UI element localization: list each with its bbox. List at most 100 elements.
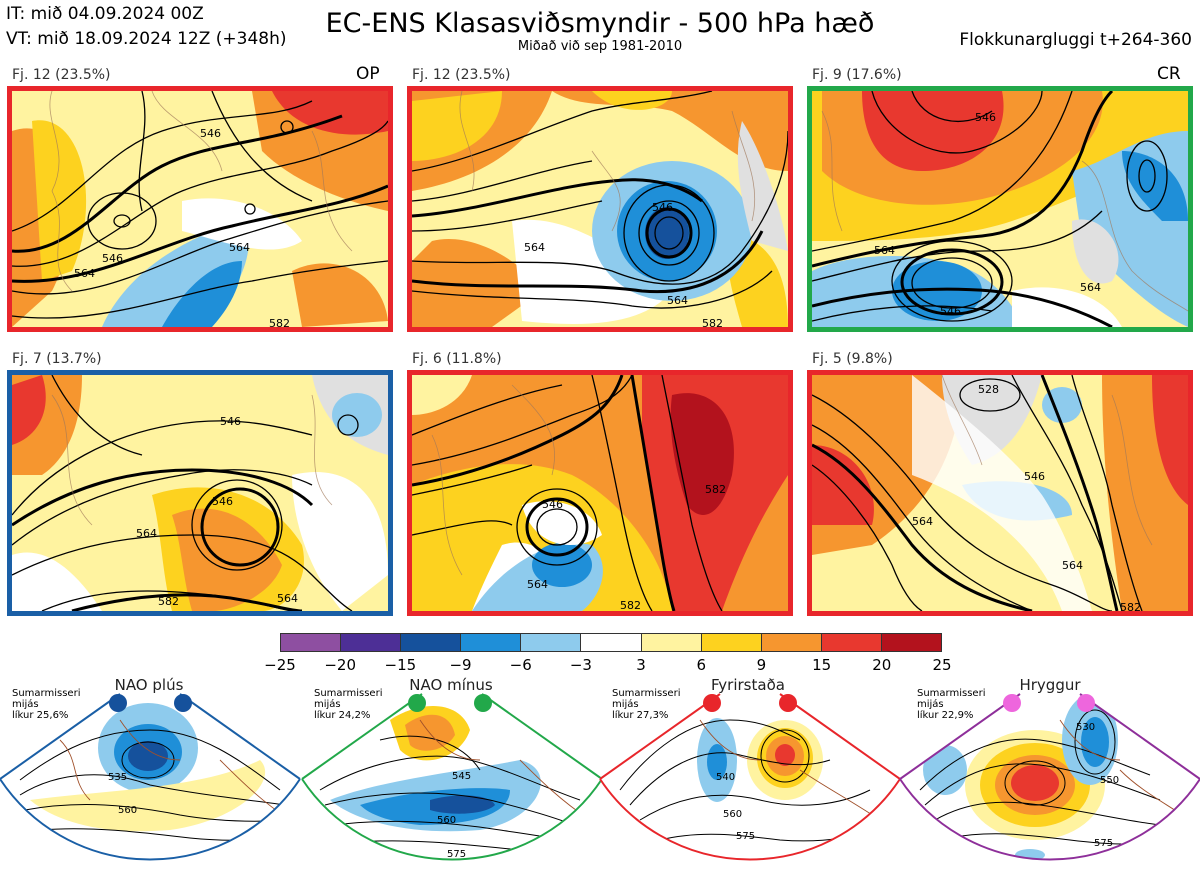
colorbar-swatch xyxy=(640,634,701,651)
panel-2-contour-label: 564 xyxy=(667,294,688,307)
regime-1-climatology: Sumarmisseri mijás líkur 25,6% xyxy=(12,688,80,721)
clim-line: mijás xyxy=(917,699,944,710)
panel-4-contour-label: 564 xyxy=(136,527,157,540)
colorbar-tick-label: 25 xyxy=(932,656,952,674)
panel-5-contour-label: 582 xyxy=(705,483,726,496)
panel-3-contour-label: 564 xyxy=(1080,281,1101,294)
colorbar-swatch xyxy=(820,634,881,651)
regime-3-contour-label: 540 xyxy=(716,772,735,783)
page-subtitle: Miðað við sep 1981-2010 xyxy=(517,39,683,54)
panel-5-contour-label: 564 xyxy=(527,578,548,591)
colorbar-swatch xyxy=(340,634,401,651)
colorbar-tick-label: −9 xyxy=(449,656,472,674)
panel-6-contour-label: 546 xyxy=(1024,470,1045,483)
regime-1-contour-label: 535 xyxy=(108,772,127,783)
cluster-map-2: 546 564 564 582 xyxy=(407,86,793,332)
regime-3-contour-label: 560 xyxy=(723,809,742,820)
regime-1-contour-label: 560 xyxy=(118,805,137,816)
panel-1-contour-label: 546 xyxy=(200,127,221,140)
panel-1-tag: OP xyxy=(356,64,380,84)
colorbar-tick-label: −3 xyxy=(569,656,592,674)
panel-5-contour-label: 546 xyxy=(542,498,563,511)
colorbar-tick-label: 20 xyxy=(872,656,892,674)
regime-2-contour-label: 560 xyxy=(437,815,456,826)
colorbar-tick-label: 15 xyxy=(812,656,832,674)
colorbar-tick-label: −25 xyxy=(264,656,296,674)
regime-4-contour-label: 530 xyxy=(1076,722,1095,733)
clim-line: Sumarmisseri xyxy=(12,688,81,699)
colorbar-swatch xyxy=(880,634,942,651)
colorbar-tick-label: −6 xyxy=(509,656,532,674)
panel-3-label: Fj. 9 (17.6%) xyxy=(812,67,902,83)
regime-3-contour-label: 575 xyxy=(736,831,755,842)
clim-line: líkur 24,2% xyxy=(314,710,371,721)
panel-3-contour-label: 564 xyxy=(874,244,895,257)
classification-window: Flokkunargluggi t+264-360 xyxy=(959,30,1192,50)
colorbar-tick-label: 3 xyxy=(636,656,646,674)
panel-2-contour-label: 546 xyxy=(652,201,673,214)
panel-2-label: Fj. 12 (23.5%) xyxy=(412,67,511,83)
panel-2-contour-label: 564 xyxy=(524,241,545,254)
regime-4-contour-label: 550 xyxy=(1100,775,1119,786)
panel-3-tag: CR xyxy=(1157,64,1181,84)
issue-time: IT: mið 04.09.2024 00Z xyxy=(6,4,204,24)
valid-time: VT: mið 18.09.2024 12Z (+348h) xyxy=(6,29,287,49)
colorbar-swatch xyxy=(700,634,761,651)
panel-1-contour-label: 582 xyxy=(269,317,290,327)
regime-title-blocking: Fyrirstaða xyxy=(711,676,785,694)
clim-line: mijás xyxy=(314,699,341,710)
regime-2-contour-label: 545 xyxy=(452,771,471,782)
panel-4-contour-label: 564 xyxy=(277,592,298,605)
colorbar-swatch xyxy=(460,634,521,651)
clim-line: Sumarmisseri xyxy=(314,688,383,699)
clim-line: líkur 25,6% xyxy=(12,710,69,721)
panel-5-contour-label: 582 xyxy=(620,599,641,611)
regime-3-climatology: Sumarmisseri mijás líkur 27,3% xyxy=(612,688,680,721)
colorbar-tick-label: 9 xyxy=(756,656,767,674)
colorbar-swatch xyxy=(281,634,341,651)
panel-2-contour-label: 582 xyxy=(702,317,723,327)
regime-2-climatology: Sumarmisseri mijás líkur 24,2% xyxy=(314,688,382,721)
panel-1-contour-label: 564 xyxy=(74,267,95,280)
panel-6-contour-label: 582 xyxy=(1120,601,1141,611)
clim-line: mijás xyxy=(612,699,639,710)
colorbar-tick-label: 6 xyxy=(696,656,707,674)
panel-1-contour-label: 564 xyxy=(229,241,250,254)
cluster-map-3: 546 564 564 546 xyxy=(807,86,1193,332)
clim-line: mijás xyxy=(12,699,39,710)
clim-line: líkur 22,9% xyxy=(917,710,974,721)
colorbar-swatch xyxy=(400,634,461,651)
panel-5-label: Fj. 6 (11.8%) xyxy=(412,351,502,367)
regime-title-ridge: Hryggur xyxy=(1019,676,1081,694)
panel-4-contour-label: 582 xyxy=(158,595,179,608)
panel-1-label: Fj. 12 (23.5%) xyxy=(12,67,111,83)
colorbar xyxy=(280,633,942,652)
colorbar-swatch xyxy=(520,634,581,651)
regime-title-nao-minus: NAO mínus xyxy=(409,676,493,694)
colorbar-tick-label: −15 xyxy=(384,656,417,674)
panel-4-label: Fj. 7 (13.7%) xyxy=(12,351,102,367)
regime-2-contour-label: 575 xyxy=(447,849,466,860)
cluster-map-5: 546 564 582 582 xyxy=(407,370,793,616)
panel-6-contour-label: 564 xyxy=(912,515,933,528)
clim-line: Sumarmisseri xyxy=(612,688,681,699)
clim-line: Sumarmisseri xyxy=(917,688,986,699)
cluster-map-1: 546 546 564 564 582 xyxy=(7,86,393,332)
panel-3-contour-label: 546 xyxy=(940,305,961,318)
clim-line: líkur 27,3% xyxy=(612,710,669,721)
panel-6-contour-label: 564 xyxy=(1062,559,1083,572)
regime-4-climatology: Sumarmisseri mijás líkur 22,9% xyxy=(917,688,985,721)
colorbar-swatch xyxy=(580,634,641,651)
regime-title-nao-plus: NAO plús xyxy=(114,676,184,694)
panel-4-contour-label: 546 xyxy=(220,415,241,428)
regime-4-contour-label: 575 xyxy=(1094,838,1113,849)
panel-1-contour-label: 546 xyxy=(102,252,123,265)
panel-4-contour-label: 546 xyxy=(212,495,233,508)
colorbar-swatch xyxy=(760,634,821,651)
panel-6-label: Fj. 5 (9.8%) xyxy=(812,351,893,367)
panel-3-contour-label: 546 xyxy=(975,111,996,124)
colorbar-tick-label: −20 xyxy=(324,656,356,674)
cluster-map-4: 546 546 564 564 582 xyxy=(7,370,393,616)
panel-6-contour-label: 528 xyxy=(978,383,999,396)
cluster-map-6: 528 546 564 564 582 xyxy=(807,370,1193,616)
